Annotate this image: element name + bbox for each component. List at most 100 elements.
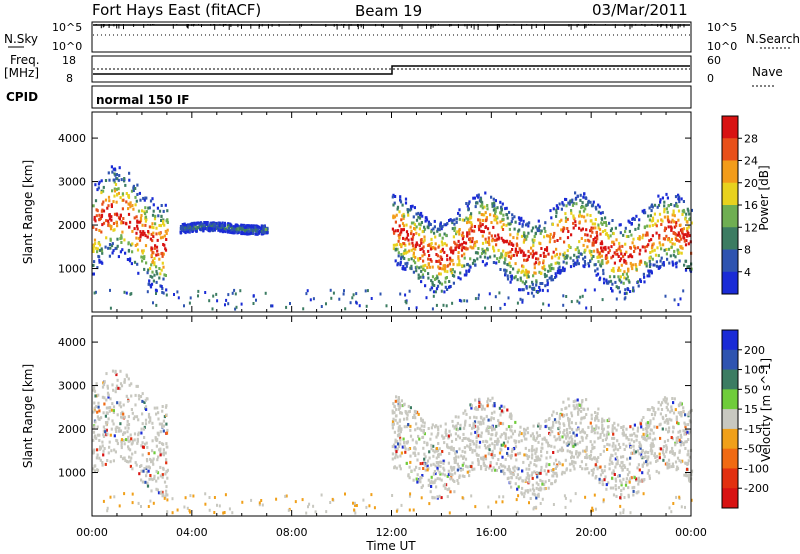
power-cell-1520 [555, 214, 558, 218]
freq-tick-low: 8 [66, 72, 73, 85]
velocity-cell-463 [446, 488, 449, 492]
velocity-cell-406 [664, 462, 667, 466]
power-cell-322 [139, 235, 142, 239]
power-cell-2534 [355, 301, 358, 305]
velocity-cell-1325 [571, 438, 574, 441]
power-cell-159 [94, 183, 97, 187]
power-cell-2053 [589, 200, 592, 204]
velocity-cell-767 [490, 416, 493, 420]
velocity-cell-1148 [630, 438, 633, 442]
power-cell-2147 [609, 279, 613, 283]
velocity-cell-644 [459, 423, 462, 427]
power-cell-1449 [516, 278, 519, 282]
velocity-cell-302 [92, 467, 95, 471]
velocity-cell-576 [533, 448, 536, 452]
velocity-cell-1692 [610, 460, 613, 464]
power-cell-2367 [537, 219, 540, 223]
power-cell-2488 [579, 295, 582, 299]
velocity-ytick-label-3000: 3000 [58, 380, 86, 393]
power-cell-258 [130, 262, 133, 266]
velocity-cell-1165 [567, 440, 570, 444]
velocity-cell-1176 [658, 452, 661, 456]
velocity-cell-1557 [514, 453, 517, 457]
power-cell-1737 [660, 223, 663, 226]
power-cell-1113 [607, 236, 610, 240]
power-cell-1527 [462, 235, 465, 239]
power-cell-1467 [525, 286, 528, 290]
velocity-cell-998 [595, 415, 599, 419]
velocity-cell-830 [636, 449, 640, 453]
velocity-cell-70 [112, 422, 115, 426]
velocity-cell-858 [482, 421, 485, 425]
velocity-cell-1099 [642, 437, 645, 441]
velocity-cell-2062 [395, 509, 398, 513]
power-cell-2527 [385, 304, 388, 308]
power-cell-1706 [595, 207, 598, 211]
velocity-cell-568 [568, 431, 571, 434]
velocity-cell-51 [121, 410, 124, 414]
power-cell-10 [153, 273, 156, 277]
velocity-cell-1050 [494, 440, 497, 444]
velocity-cell-1714 [495, 424, 498, 428]
velocity-cell-2076 [106, 506, 109, 510]
power-cell-2223 [504, 258, 507, 262]
power-cell-1997 [467, 269, 470, 273]
velocity-cell-386 [141, 480, 144, 484]
velocity-cell-270 [142, 427, 146, 431]
power-cell-346 [142, 255, 145, 259]
power-cell-849 [423, 227, 427, 231]
velocity-cell-1353 [454, 415, 457, 419]
velocity-cell-1170 [419, 480, 422, 484]
power-cell-1505 [608, 221, 611, 225]
power-cell-1871 [535, 280, 538, 284]
velocity-cell-1470 [593, 456, 596, 460]
velocity-cell-1381 [596, 467, 599, 471]
power-cell-1866 [417, 273, 420, 277]
velocity-cell-1740 [552, 423, 555, 427]
velocity-cell-1033 [541, 442, 544, 446]
power-cell-2311 [614, 252, 617, 256]
velocity-cell-1668 [628, 470, 631, 474]
power-cell-1882 [506, 277, 510, 281]
power-colorbar-label: Power [dB] [757, 165, 771, 230]
power-cell-94 [139, 219, 143, 222]
power-cell-1368 [596, 234, 599, 238]
velocity-cell-1212 [516, 473, 519, 477]
velocity-cell-711 [684, 447, 687, 450]
velocity-cell-1583 [667, 429, 671, 433]
power-cell-2295 [506, 263, 509, 266]
power-cell-101 [143, 231, 146, 235]
power-cell-160 [151, 213, 155, 217]
velocity-cell-905 [477, 420, 480, 424]
velocity-cell-1087 [590, 430, 593, 434]
power-cell-1321 [578, 220, 581, 224]
velocity-cell-952 [599, 473, 603, 477]
velocity-cell-1886 [501, 443, 505, 447]
power-cell-1843 [516, 232, 519, 236]
power-cell-2229 [573, 253, 576, 257]
power-cell-2425 [581, 294, 584, 298]
velocity-cell-180 [140, 444, 143, 448]
velocity-cell-424 [538, 434, 541, 437]
velocity-cell-1637 [451, 419, 454, 423]
velocity-cell-1187 [482, 418, 485, 422]
power-cell-162 [162, 277, 165, 281]
power-cell-195 [166, 209, 169, 213]
power-cell-1352 [505, 223, 508, 227]
velocity-cell-2050 [408, 508, 411, 512]
power-cell-61 [153, 263, 156, 267]
velocity-cell-731 [503, 431, 506, 435]
power-cell-1999 [479, 255, 482, 259]
power-cell-1420 [510, 254, 513, 258]
power-cell-2337 [522, 288, 525, 292]
velocity-cell-1787 [449, 472, 452, 476]
power-cell-2217 [455, 217, 458, 221]
power-cell-2137 [457, 239, 460, 243]
velocity-cell-52 [101, 461, 104, 464]
power-cell-2032 [606, 256, 609, 260]
power-cell-1854 [405, 223, 408, 227]
power-cell-1724 [550, 216, 553, 220]
power-cell-1419 [507, 251, 510, 255]
velocity-cell-1527 [662, 445, 665, 448]
power-cell-711 [199, 227, 202, 231]
